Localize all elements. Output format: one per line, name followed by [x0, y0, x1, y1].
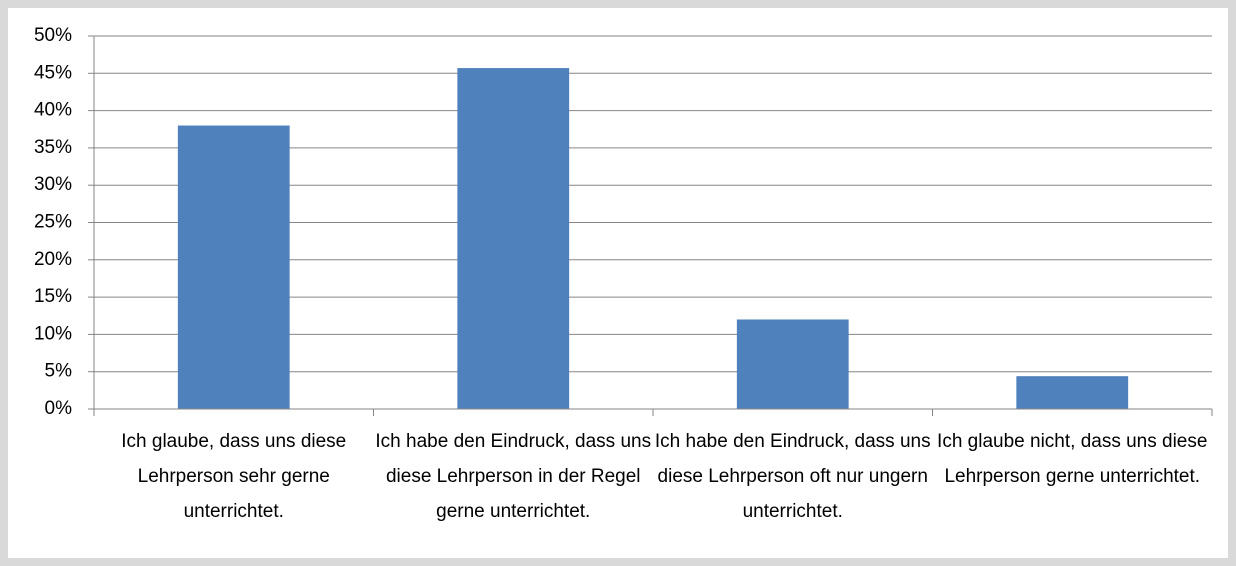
x-tick-label: Ich glaube, dass uns diese Lehrperson se… [121, 431, 347, 522]
y-tick-label: 45% [34, 62, 72, 83]
y-tick-label: 35% [34, 137, 72, 158]
x-tick-label: Ich habe den Eindruck, dass uns diese Le… [654, 431, 931, 522]
y-tick-label: 50% [34, 25, 72, 46]
y-tick-label: 20% [34, 249, 72, 270]
bar [736, 319, 849, 409]
bar [177, 125, 290, 410]
y-tick-label: 15% [34, 286, 72, 307]
y-tick-label: 10% [34, 323, 72, 344]
y-tick-label: 40% [34, 100, 72, 121]
y-tick-label: 25% [34, 212, 72, 233]
x-tick-label: Ich habe den Eindruck, dass uns diese Le… [375, 431, 652, 522]
y-tick-label: 5% [45, 361, 73, 382]
y-tick-label: 0% [45, 398, 73, 419]
x-tick-label: Ich glaube nicht, dass uns diese Lehrper… [937, 431, 1208, 487]
bar [457, 68, 570, 409]
y-tick-label: 30% [34, 174, 72, 195]
bar [1016, 376, 1129, 409]
